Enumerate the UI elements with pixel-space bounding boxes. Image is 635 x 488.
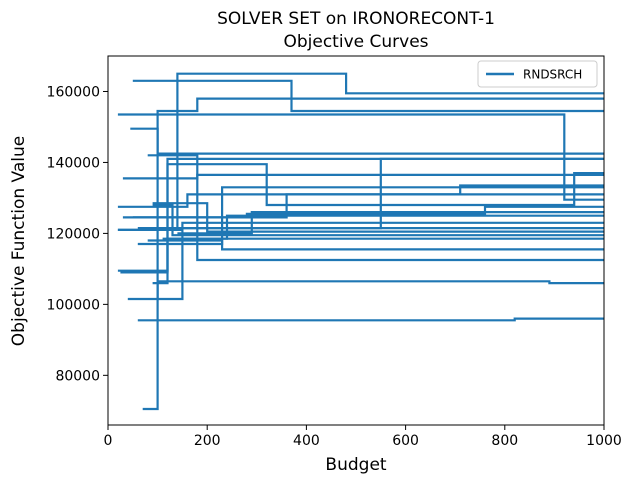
series-line-21: [117, 221, 604, 231]
series-line-12: [122, 184, 604, 219]
legend-box: [477, 60, 598, 88]
y-tick-label: 100000: [47, 297, 100, 313]
series-line-14: [152, 203, 604, 237]
series-line-3: [117, 97, 604, 116]
series-line-8: [137, 186, 604, 246]
x-tick-label: 1000: [586, 433, 622, 449]
series-line-5: [130, 127, 604, 155]
series-line-4: [127, 113, 604, 301]
y-tick-label: 120000: [47, 226, 100, 242]
y-tick-label: 160000: [47, 84, 100, 100]
y-tick-label: 140000: [47, 155, 100, 171]
legend-label: RNDSRCH: [523, 68, 582, 82]
series-line-20: [137, 317, 604, 322]
series-line-23: [162, 214, 604, 240]
x-tick-label: 0: [104, 433, 113, 449]
legend: RNDSRCH: [477, 60, 598, 88]
series-line-18: [147, 239, 604, 251]
plot-area: [117, 72, 604, 411]
series-line-22: [152, 202, 604, 233]
plot-frame: [107, 55, 605, 426]
y-axis-label: Objective Function Value: [9, 136, 29, 346]
x-tick-label: 200: [194, 433, 221, 449]
series-line-15: [152, 237, 604, 285]
x-axis-label: Budget: [325, 455, 386, 475]
series-line-9: [122, 173, 604, 180]
y-tick-label: 80000: [55, 368, 100, 384]
series-line-19: [142, 280, 604, 411]
axes: 0 200 400 600 800 1000 80000 100000 120000 140000…: [47, 55, 622, 449]
x-tick-label: 400: [293, 433, 320, 449]
chart-subtitle: Objective Curves: [283, 32, 428, 52]
x-tick-label: 600: [392, 433, 419, 449]
series-line-16: [157, 227, 604, 301]
series-line-2: [132, 79, 604, 113]
series-line-17: [147, 154, 604, 262]
series-line-24: [177, 211, 604, 235]
chart-title: SOLVER SET on IRONORECONT-1: [217, 9, 495, 29]
x-tick-label: 800: [491, 433, 518, 449]
